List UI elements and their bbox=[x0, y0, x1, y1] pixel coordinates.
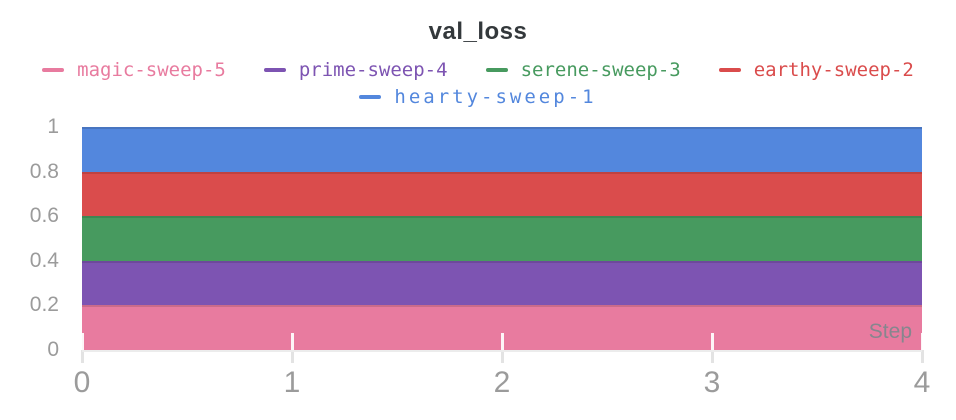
legend-line-icon bbox=[263, 67, 286, 72]
legend-line-icon bbox=[42, 67, 65, 72]
x-tick-label: 1 bbox=[283, 366, 301, 399]
x-tick-label: 2 bbox=[493, 366, 511, 399]
legend-label: prime-sweep-4 bbox=[298, 58, 448, 81]
legend-row: hearty-sweep-1 bbox=[0, 85, 956, 108]
y-tick-label: 0.8 bbox=[29, 159, 59, 183]
x-tick-mark bbox=[501, 333, 504, 363]
x-tick-label: 3 bbox=[703, 366, 721, 399]
x-tick-mark bbox=[711, 333, 714, 363]
y-tick-label: 0.4 bbox=[29, 248, 59, 272]
x-tick-mark bbox=[291, 333, 294, 363]
y-tick-label: 1 bbox=[47, 115, 59, 138]
chart-title: val_loss bbox=[428, 18, 528, 45]
legend: magic-sweep-5 prime-sweep-4 serene-sweep-3… bbox=[0, 58, 956, 112]
series-area-prime-sweep-4 bbox=[82, 260, 922, 306]
legend-label: hearty-sweep-1 bbox=[394, 85, 597, 108]
series-area-hearty-sweep-1 bbox=[82, 127, 922, 172]
y-tick-label: 0.6 bbox=[29, 204, 59, 228]
x-tick-mark bbox=[81, 333, 84, 363]
x-tick-label: 0 bbox=[73, 366, 91, 399]
x-tick-label: 4 bbox=[913, 366, 931, 399]
legend-label: earthy-sweep-2 bbox=[753, 58, 914, 81]
legend-line-icon bbox=[359, 94, 382, 99]
x-axis-title: Step bbox=[868, 320, 912, 343]
legend-item-magic-sweep-5[interactable]: magic-sweep-5 bbox=[42, 59, 226, 81]
legend-row: magic-sweep-5 prime-sweep-4 serene-sweep-3… bbox=[0, 58, 956, 81]
legend-line-icon bbox=[718, 67, 741, 72]
x-tick-mark bbox=[921, 333, 924, 363]
legend-label: magic-sweep-5 bbox=[77, 58, 226, 81]
x-axis-line bbox=[82, 350, 922, 352]
legend-item-serene-sweep-3[interactable]: serene-sweep-3 bbox=[485, 58, 681, 81]
y-tick-label: 0 bbox=[47, 338, 59, 361]
legend-line-icon bbox=[485, 67, 508, 72]
legend-item-prime-sweep-4[interactable]: prime-sweep-4 bbox=[263, 58, 448, 81]
series-area-serene-sweep-3 bbox=[82, 216, 922, 261]
series-area-earthy-sweep-2 bbox=[82, 171, 922, 217]
y-tick-label: 0.2 bbox=[29, 293, 59, 317]
legend-label: serene-sweep-3 bbox=[520, 58, 681, 81]
legend-item-earthy-sweep-2[interactable]: earthy-sweep-2 bbox=[718, 58, 914, 81]
legend-item-hearty-sweep-1[interactable]: hearty-sweep-1 bbox=[359, 86, 596, 108]
plot-region[interactable]: Step bbox=[81, 127, 924, 363]
